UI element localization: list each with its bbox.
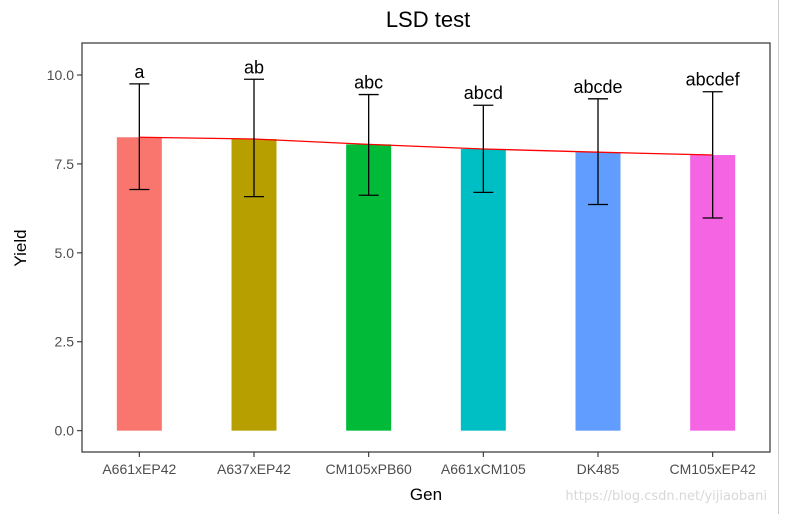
group-letters: a ab abc abcd abcde abcdef	[134, 57, 740, 103]
x-tick-label: CM105xEP42	[669, 461, 756, 477]
error-bar	[588, 98, 608, 206]
trend-polyline	[139, 136, 713, 156]
plot-panel	[81, 42, 771, 453]
x-axis: A661xEP42 A637xEP42 CM105xPB60 A661xCM105 DK…	[102, 452, 756, 477]
x-tick-label: A661xCM105	[441, 461, 526, 477]
error-bar	[244, 78, 264, 198]
watermark: https://blog.csdn.net/yijiaobani	[565, 489, 767, 504]
error-bar	[702, 91, 723, 219]
group-letter: abc	[354, 73, 383, 93]
x-axis-title: Gen	[410, 485, 442, 504]
y-tick-label: 5.0	[55, 245, 75, 261]
bar	[460, 148, 506, 431]
y-tick-label: 7.5	[55, 156, 75, 172]
y-tick-label: 2.5	[55, 334, 75, 350]
error-bar	[129, 83, 150, 191]
error-bar	[473, 104, 494, 194]
x-tick-label: A637xEP42	[217, 461, 291, 477]
group-letter: abcdef	[686, 70, 741, 90]
x-tick-label: DK485	[577, 461, 620, 477]
x-tick-label: CM105xPB60	[325, 461, 412, 477]
group-letter: abcd	[464, 83, 503, 103]
y-axis: 0.0 2.5 5.0 7.5 10.0	[47, 67, 82, 439]
error-bar	[358, 93, 379, 196]
group-letter: a	[134, 62, 145, 82]
error-bars	[129, 78, 723, 219]
chart-title: LSD test	[386, 7, 470, 32]
y-axis-title: Yield	[11, 229, 30, 266]
y-tick-label: 10.0	[47, 67, 74, 83]
y-tick-label: 0.0	[55, 423, 75, 439]
trend-line	[139, 136, 713, 156]
window-edge	[778, 0, 779, 514]
group-letter: ab	[244, 57, 264, 77]
x-tick-label: A661xEP42	[102, 461, 176, 477]
group-letter: abcde	[573, 77, 622, 97]
bars	[116, 137, 736, 431]
